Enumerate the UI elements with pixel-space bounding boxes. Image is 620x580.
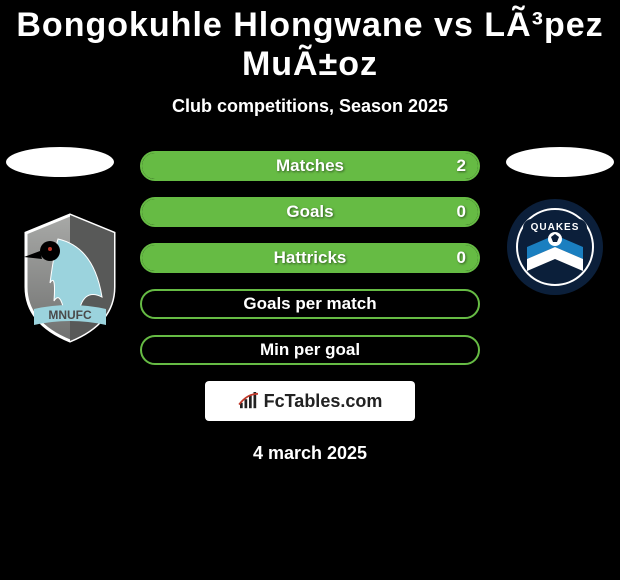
club-logo-left: MNUFC bbox=[20, 213, 120, 313]
comparison-area: MNUFC QUAKES Matches 2 Goals 0 bbox=[0, 151, 620, 464]
stat-value: 2 bbox=[457, 153, 466, 179]
stat-label: Goals per match bbox=[142, 291, 478, 317]
stat-row: Min per goal bbox=[140, 335, 480, 365]
player-right-avatar-placeholder bbox=[506, 147, 614, 177]
svg-text:MNUFC: MNUFC bbox=[48, 308, 92, 322]
stat-value: 0 bbox=[457, 245, 466, 271]
stat-row: Goals 0 bbox=[140, 197, 480, 227]
page-title: Bongokuhle Hlongwane vs LÃ³pez MuÃ±oz bbox=[0, 0, 620, 84]
stat-value: 0 bbox=[457, 199, 466, 225]
date-label: 4 march 2025 bbox=[0, 443, 620, 464]
stat-row: Hattricks 0 bbox=[140, 243, 480, 273]
svg-text:QUAKES: QUAKES bbox=[531, 222, 580, 233]
brand-text: FcTables.com bbox=[264, 391, 383, 412]
stat-row: Matches 2 bbox=[140, 151, 480, 181]
subtitle: Club competitions, Season 2025 bbox=[0, 96, 620, 117]
branding-badge[interactable]: FcTables.com bbox=[205, 381, 415, 421]
chart-icon bbox=[238, 392, 260, 410]
stat-row: Goals per match bbox=[140, 289, 480, 319]
club-logo-right: QUAKES bbox=[505, 197, 605, 297]
stats-list: Matches 2 Goals 0 Hattricks 0 Goals per … bbox=[140, 151, 480, 365]
stat-label: Hattricks bbox=[142, 245, 478, 271]
player-left-avatar-placeholder bbox=[6, 147, 114, 177]
stat-label: Min per goal bbox=[142, 337, 478, 363]
stat-label: Matches bbox=[142, 153, 478, 179]
stat-label: Goals bbox=[142, 199, 478, 225]
